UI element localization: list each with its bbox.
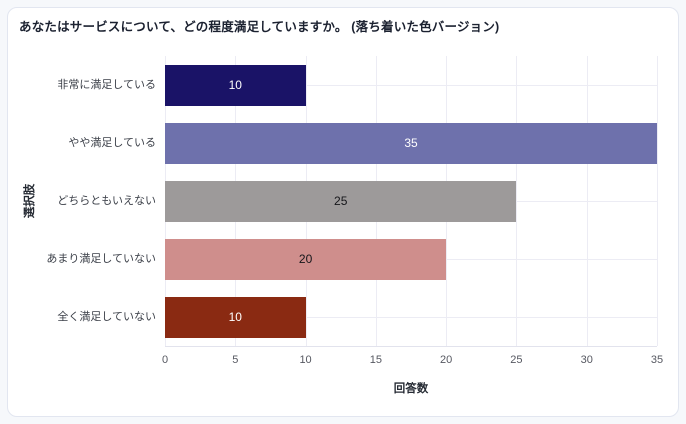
category-label: 全く満足していない [57,310,156,323]
bar-0: 10 [165,64,306,106]
x-tick-label: 5 [232,354,239,366]
x-tick-label: 20 [440,354,453,366]
bar-value-label: 10 [228,78,242,92]
x-axis-line [165,346,657,347]
category-label: あまり満足していない [46,252,156,265]
bar-value-label: 25 [334,194,348,208]
y-axis-title: 選択肢 [24,183,36,219]
x-tick-label: 10 [299,354,312,366]
chart-card: あなたはサービスについて、どの程度満足していますか。 (落ち着いた色バージョン)… [7,7,679,417]
category-label: どちらともいえない [57,194,156,207]
x-tick-label: 15 [369,354,382,366]
category-label: やや満足している [68,136,156,149]
bar-3: 20 [165,238,447,280]
bar-1: 35 [165,122,657,164]
bar-2: 25 [165,180,517,222]
bar-value-label: 35 [404,136,418,150]
x-tick-label: 25 [510,354,523,366]
x-tick-label: 30 [580,354,593,366]
horizontal-gridline [165,85,657,86]
x-tick-label: 35 [650,354,664,366]
bar-value-label: 10 [228,310,242,324]
vertical-gridline [657,56,658,346]
x-tick-label: 0 [161,354,169,366]
x-axis-title: 回答数 [393,383,429,395]
horizontal-gridline [165,317,657,318]
category-label: 非常に満足している [57,78,156,91]
chart-title: あなたはサービスについて、どの程度満足していますか。 (落ち着いた色バージョン) [19,20,500,34]
bar-4: 10 [165,296,306,338]
plot-area: 10 35 25 20 10 [165,56,658,346]
bar-value-label: 20 [298,252,313,266]
